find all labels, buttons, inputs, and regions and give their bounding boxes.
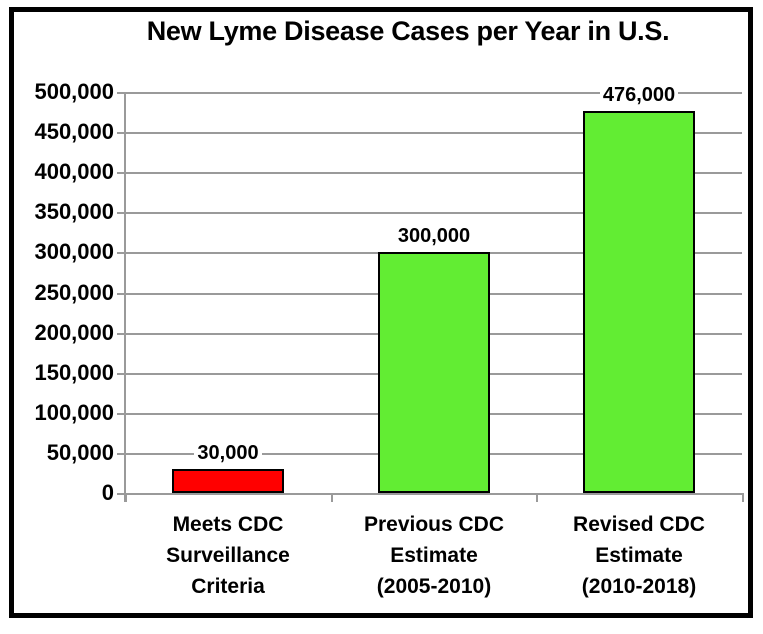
- chart-title: New Lyme Disease Cases per Year in U.S.: [146, 16, 670, 46]
- bar-value-label: 300,000: [354, 224, 514, 248]
- y-axis-tick: [117, 293, 124, 295]
- y-axis-label: 250,000: [34, 280, 114, 305]
- plot-area: 30,000 300,000 476,000: [125, 84, 742, 495]
- y-axis-tick: [117, 132, 124, 134]
- y-axis-label: 450,000: [34, 119, 114, 144]
- gridline: [125, 493, 742, 495]
- y-axis-tick: [117, 172, 124, 174]
- y-axis-line: [124, 92, 126, 502]
- y-axis-tick: [117, 92, 124, 94]
- y-axis-tick: [117, 252, 124, 254]
- bar: [172, 469, 284, 493]
- y-axis-label: 0: [101, 480, 114, 505]
- x-axis-category-label: Revised CDC Estimate (2010-2018): [573, 513, 705, 598]
- y-axis-label: 500,000: [34, 79, 114, 104]
- y-axis-label: 350,000: [34, 199, 114, 224]
- gridline: [125, 212, 742, 214]
- y-axis-label: 100,000: [34, 400, 114, 425]
- y-axis-label: 400,000: [34, 159, 114, 184]
- x-axis-tick: [742, 493, 744, 502]
- x-axis-tick: [125, 493, 127, 502]
- gridline: [125, 172, 742, 174]
- bar-value-label: 30,000: [148, 441, 308, 465]
- bar: [378, 252, 490, 493]
- x-axis-category-label: Meets CDC Surveillance Criteria: [166, 513, 290, 598]
- y-axis-tick: [117, 493, 124, 495]
- y-axis-tick: [117, 212, 124, 214]
- y-axis-tick: [117, 333, 124, 335]
- gridline: [125, 132, 742, 134]
- y-axis-tick: [117, 453, 124, 455]
- y-axis-tick: [117, 413, 124, 415]
- x-axis-category-label: Previous CDC Estimate (2005-2010): [363, 513, 505, 598]
- y-axis-tick: [117, 373, 124, 375]
- x-axis-tick: [331, 493, 333, 502]
- bar: [583, 111, 695, 493]
- x-axis-tick: [536, 493, 538, 502]
- y-axis-label: 200,000: [34, 320, 114, 345]
- y-axis-label: 150,000: [34, 360, 114, 385]
- gridline: [125, 92, 742, 94]
- y-axis-label: 300,000: [34, 239, 114, 264]
- bar-value-label: 476,000: [559, 83, 719, 107]
- y-axis-label: 50,000: [46, 440, 114, 465]
